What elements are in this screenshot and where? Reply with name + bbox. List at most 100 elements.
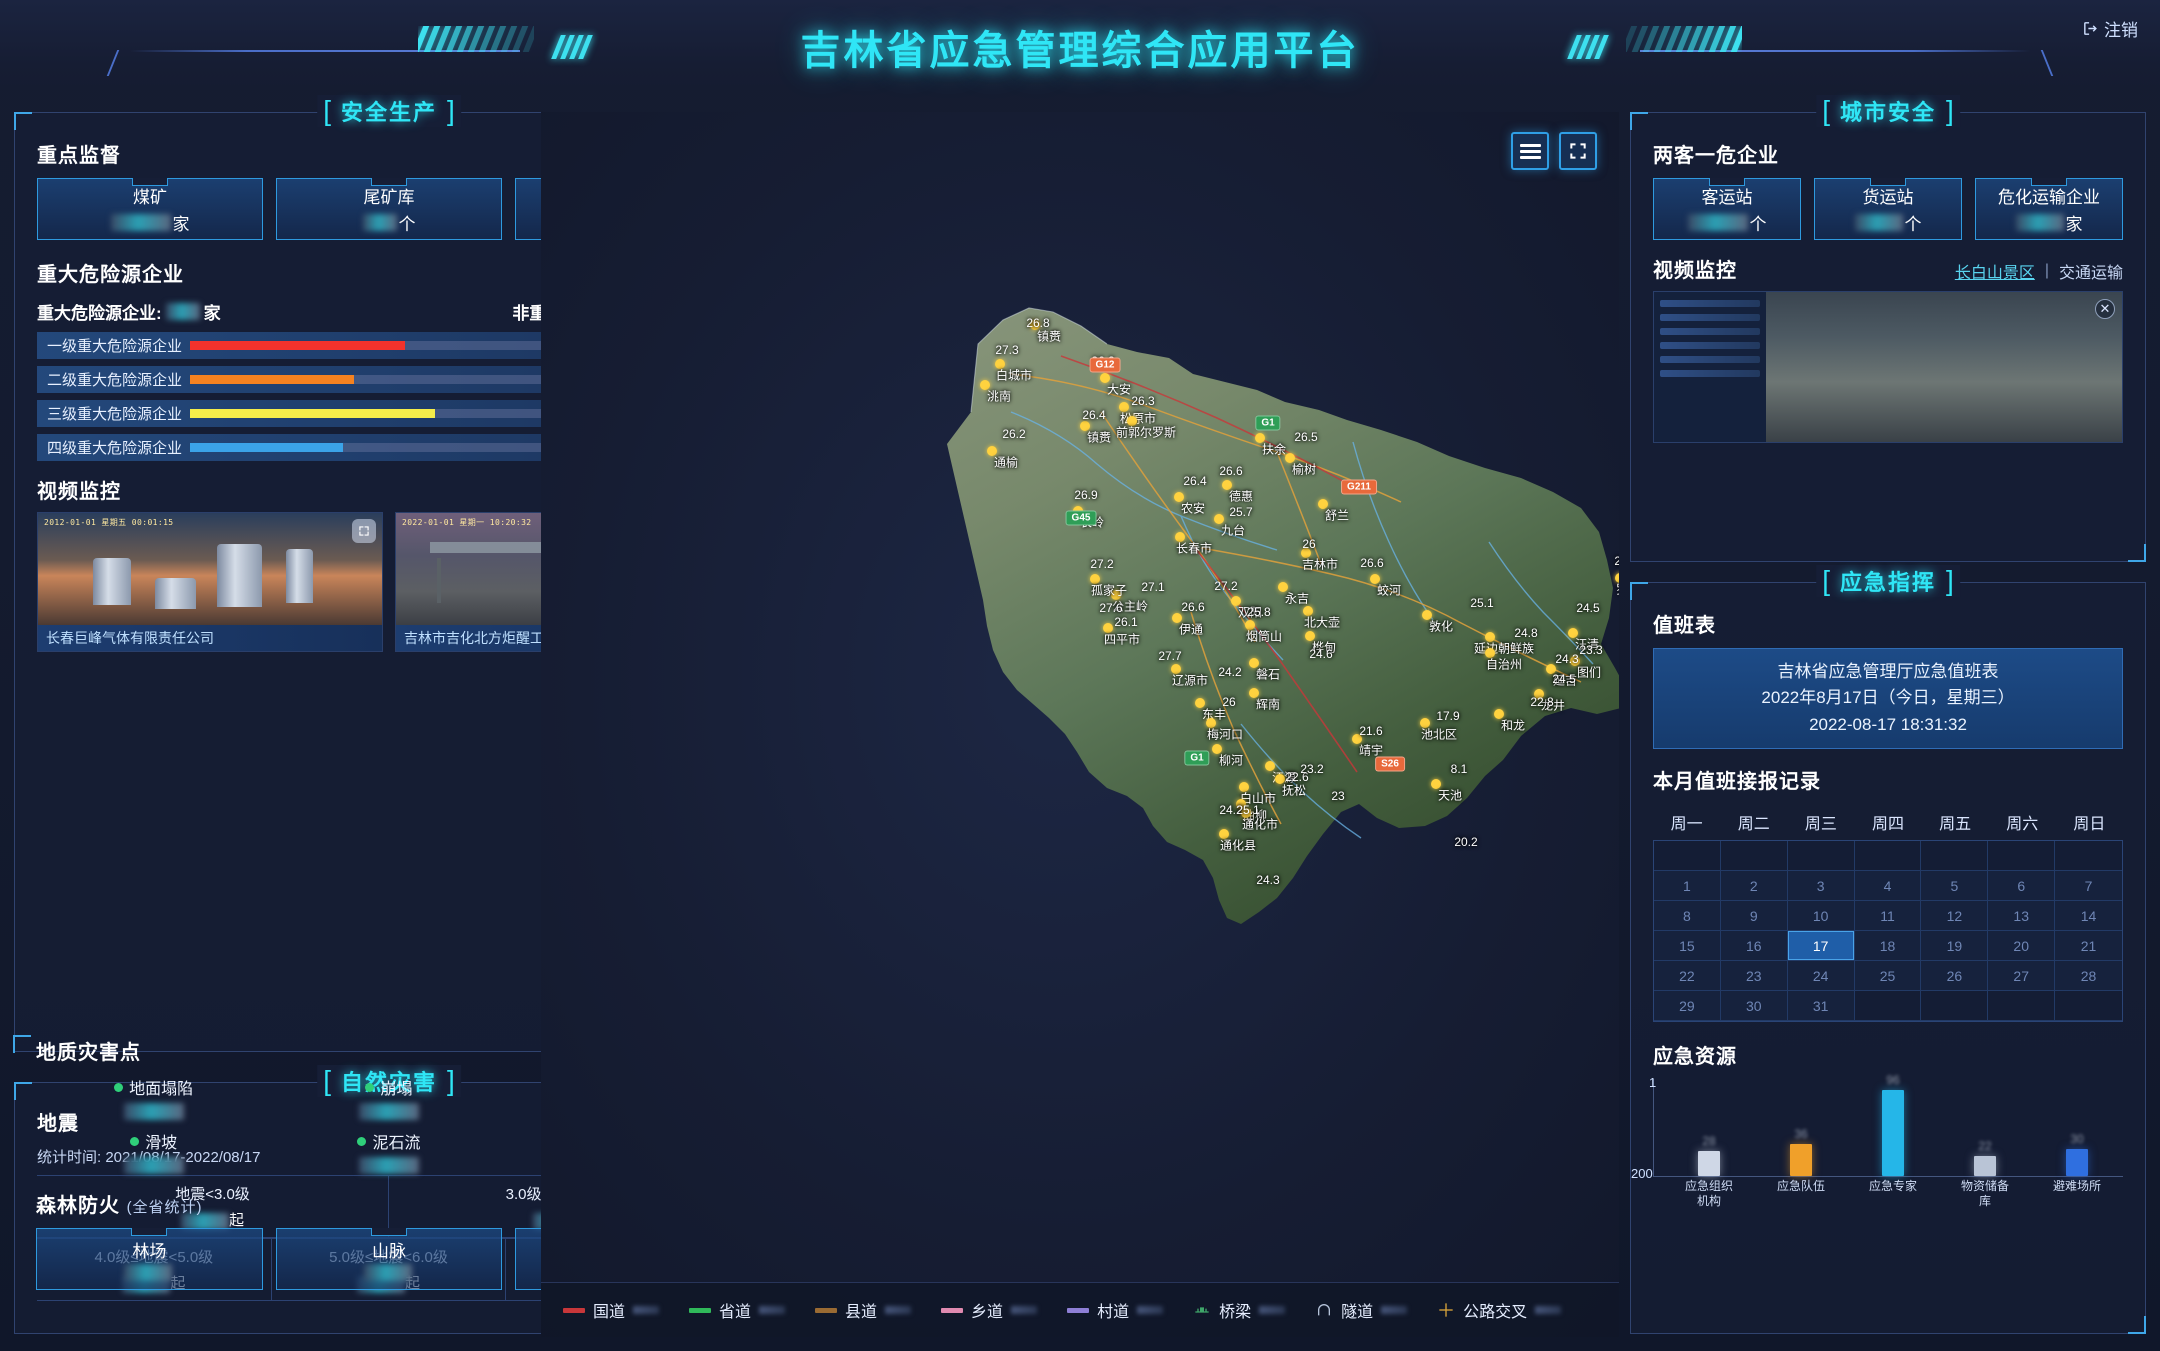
map-city-marker-icon[interactable] (1222, 480, 1234, 492)
calendar-day-cell[interactable]: 13 (1988, 901, 2056, 932)
calendar-day-cell[interactable]: 19 (1921, 931, 1989, 962)
map-legend-item[interactable]: 省道 (689, 1298, 786, 1322)
video-feed[interactable]: ✕ (1766, 292, 2122, 442)
map-city-marker-icon[interactable] (1090, 574, 1102, 586)
map-city-marker-icon[interactable] (1318, 499, 1330, 511)
stat-card[interactable]: 山脉 (275, 1228, 503, 1290)
map-road-shield[interactable]: G1 (1255, 415, 1281, 431)
camera-list-item[interactable] (1660, 356, 1760, 363)
map-city-marker-icon[interactable] (1249, 688, 1261, 700)
map-city-marker-icon[interactable] (1175, 532, 1187, 544)
map-city-marker-icon[interactable] (980, 380, 992, 392)
city-video-player[interactable]: ✕ (1653, 291, 2123, 443)
map-city-marker-icon[interactable] (1534, 689, 1546, 701)
calendar-day-cell[interactable]: 5 (1921, 871, 1989, 902)
map-city-marker-icon[interactable] (1305, 631, 1317, 643)
map-city-marker-icon[interactable] (1245, 620, 1257, 632)
logout-button[interactable]: 注销 (2082, 16, 2138, 41)
map-city-marker-icon[interactable] (1420, 718, 1432, 730)
camera-list-item[interactable] (1660, 314, 1760, 321)
map-city-marker-icon[interactable] (1275, 774, 1287, 786)
map-city-marker-icon[interactable] (1249, 658, 1261, 670)
map-city-marker-icon[interactable] (1174, 492, 1186, 504)
map-city-marker-icon[interactable] (1080, 421, 1092, 433)
duty-schedule-card[interactable]: 吉林省应急管理厅应急值班表 2022年8月17日（今日，星期三） 2022-08… (1653, 648, 2123, 750)
video-source-tab[interactable]: 交通运输 (2058, 265, 2123, 282)
calendar-day-cell[interactable]: 31 (1787, 991, 1855, 1022)
duty-calendar[interactable]: 周一 周二 周三 周四 周五 周六 周日 1 2 3 4 5 6 7 8 9 10 11 12 13 14 15 16 17… (1653, 804, 2123, 1023)
map-city-marker-icon[interactable] (1285, 453, 1297, 465)
stat-card[interactable]: 煤矿家 (37, 178, 263, 240)
geo-disaster-item[interactable]: 滑坡 (36, 1129, 271, 1175)
map-city-marker-icon[interactable] (1030, 320, 1042, 332)
calendar-day-cell[interactable]: 14 (2055, 901, 2122, 932)
map-city-marker-icon[interactable] (1352, 734, 1364, 746)
map-city-marker-icon[interactable] (995, 359, 1007, 371)
map-city-marker-icon[interactable] (1485, 648, 1497, 660)
map-city-marker-icon[interactable] (1100, 373, 1112, 385)
calendar-day-cell[interactable]: 27 (1988, 961, 2056, 992)
map-city-marker-icon[interactable] (1219, 829, 1231, 841)
map-city-marker-icon[interactable] (1301, 548, 1313, 560)
camera-list-item[interactable] (1660, 342, 1760, 349)
geo-disaster-item[interactable]: 地面塌陷 (36, 1075, 271, 1121)
stat-card[interactable]: 危化运输企业家 (1975, 178, 2123, 240)
map-city-marker-icon[interactable] (1278, 582, 1290, 594)
map-city-marker-icon[interactable] (1265, 761, 1277, 773)
map-city-marker-icon[interactable] (1231, 596, 1243, 608)
map-city-marker-icon[interactable] (1241, 808, 1253, 820)
calendar-day-cell[interactable]: 15 (1654, 931, 1721, 962)
video-still[interactable]: 2012-01-01 星期五 00:01:15 (38, 513, 382, 625)
map-city-marker-icon[interactable] (1103, 623, 1115, 635)
map-legend-item[interactable]: 桥梁 (1193, 1298, 1286, 1322)
map-road-shield[interactable]: S26 (1375, 756, 1405, 772)
stat-card[interactable]: 货运站个 (1814, 178, 1962, 240)
map-container[interactable]: 镇赉白城市洮南大安松原市前郭尔罗斯镇赉通榆扶余榆树德惠农安长岭舒兰九台长春市吉林… (541, 112, 1619, 1337)
calendar-day-cell[interactable]: 7 (2055, 871, 2122, 902)
calendar-day-cell[interactable]: 24 (1787, 961, 1855, 992)
stat-card[interactable]: 林场 (36, 1228, 263, 1290)
calendar-day-cell[interactable]: 16 (1720, 931, 1788, 962)
map-legend-item[interactable]: 乡道 (941, 1298, 1038, 1322)
map-city-marker-icon[interactable] (1239, 782, 1251, 794)
map-city-marker-icon[interactable] (1615, 573, 1619, 585)
map-city-marker-icon[interactable] (1111, 590, 1123, 602)
map-legend-item[interactable]: 村道 (1067, 1298, 1164, 1322)
camera-list-item[interactable] (1660, 370, 1760, 377)
map-city-marker-icon[interactable] (1255, 433, 1267, 445)
camera-list-item[interactable] (1660, 328, 1760, 335)
map-city-marker-icon[interactable] (1127, 416, 1139, 428)
calendar-day-cell[interactable]: 18 (1854, 931, 1922, 962)
close-icon[interactable]: ✕ (2095, 299, 2115, 319)
map-city-marker-icon[interactable] (1236, 799, 1248, 811)
calendar-day-cell[interactable]: 9 (1720, 901, 1788, 932)
calendar-day-cell[interactable]: 8 (1654, 901, 1721, 932)
calendar-day-cell[interactable]: 2 (1720, 871, 1788, 902)
map-city-marker-icon[interactable] (1195, 698, 1207, 710)
stat-card[interactable]: 尾矿库个 (276, 178, 502, 240)
calendar-day-cell[interactable]: 1 (1654, 871, 1721, 902)
map-city-marker-icon[interactable] (1206, 718, 1218, 730)
calendar-day-cell[interactable]: 3 (1787, 871, 1855, 902)
map-road-shield[interactable]: G45 (1065, 510, 1097, 526)
map-city-marker-icon[interactable] (1172, 613, 1184, 625)
calendar-day-cell[interactable]: 23 (1720, 961, 1788, 992)
map-city-marker-icon[interactable] (1212, 744, 1224, 756)
geo-disaster-item[interactable]: 泥石流 (271, 1129, 506, 1175)
map-city-marker-icon[interactable] (1494, 709, 1506, 721)
map-city-marker-icon[interactable] (1485, 632, 1497, 644)
calendar-day-cell[interactable]: 30 (1720, 991, 1788, 1022)
calendar-day-cell[interactable]: 20 (1988, 931, 2056, 962)
calendar-day-cell[interactable]: 28 (2055, 961, 2122, 992)
expand-icon[interactable] (352, 519, 376, 543)
map-city-marker-icon[interactable] (1546, 664, 1558, 676)
map-city-marker-icon[interactable] (1119, 402, 1131, 414)
map-city-marker-icon[interactable] (1303, 606, 1315, 618)
map-legend-item[interactable]: 国道 (563, 1298, 660, 1322)
calendar-day-cell[interactable]: 4 (1854, 871, 1922, 902)
map-legend-item[interactable]: 公路交叉 (1437, 1298, 1562, 1322)
calendar-day-cell[interactable]: 26 (1921, 961, 1989, 992)
video-source-tab[interactable]: 长白山景区 (1954, 265, 2035, 282)
map-city-marker-icon[interactable] (1370, 574, 1382, 586)
calendar-day-cell[interactable]: 11 (1854, 901, 1922, 932)
